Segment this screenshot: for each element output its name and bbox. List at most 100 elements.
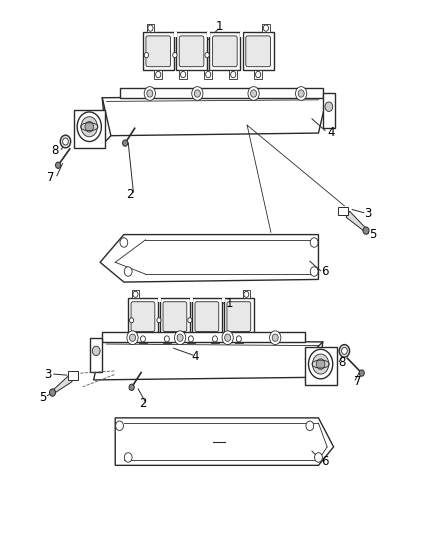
Text: 1: 1 [226, 297, 233, 310]
FancyBboxPatch shape [195, 302, 219, 332]
Circle shape [174, 331, 186, 344]
Bar [147, 24, 154, 33]
Circle shape [272, 334, 278, 342]
Bar [139, 335, 147, 343]
Bar [158, 298, 161, 302]
Polygon shape [102, 333, 305, 342]
FancyBboxPatch shape [179, 36, 204, 67]
Circle shape [310, 266, 318, 276]
Circle shape [155, 71, 161, 78]
Circle shape [77, 112, 101, 141]
Circle shape [180, 71, 186, 78]
Circle shape [255, 71, 261, 78]
Circle shape [296, 87, 307, 100]
Bar [132, 290, 139, 298]
Circle shape [173, 52, 177, 58]
Circle shape [120, 238, 128, 247]
Circle shape [127, 331, 138, 344]
Bar [128, 298, 158, 335]
Bar [209, 33, 240, 70]
FancyBboxPatch shape [212, 36, 237, 67]
Circle shape [49, 389, 56, 396]
Bar [323, 93, 335, 128]
Polygon shape [94, 341, 323, 380]
FancyBboxPatch shape [131, 302, 155, 332]
Text: 4: 4 [328, 125, 335, 139]
Text: 6: 6 [321, 455, 328, 468]
Bar [262, 24, 270, 33]
Circle shape [63, 138, 68, 145]
Circle shape [188, 336, 194, 342]
Bar [174, 33, 177, 37]
Bar [224, 298, 254, 335]
Text: 1: 1 [215, 20, 223, 33]
Bar [230, 70, 237, 79]
Circle shape [147, 90, 153, 97]
Bar [192, 298, 222, 335]
Text: 4: 4 [191, 350, 199, 362]
Text: 2: 2 [127, 188, 134, 201]
Text: 8: 8 [51, 144, 58, 157]
Bar [207, 33, 210, 37]
Circle shape [244, 292, 249, 297]
Circle shape [123, 140, 128, 146]
Circle shape [164, 336, 170, 342]
Bar [154, 70, 162, 79]
Bar [163, 335, 170, 343]
Bar [211, 335, 219, 343]
Circle shape [231, 71, 236, 78]
Bar [179, 70, 187, 79]
Circle shape [225, 334, 231, 342]
Circle shape [270, 331, 281, 344]
Circle shape [85, 122, 94, 132]
Circle shape [144, 87, 155, 100]
Circle shape [130, 318, 134, 323]
Polygon shape [346, 211, 365, 231]
Polygon shape [120, 88, 323, 98]
Circle shape [130, 334, 135, 342]
Bar [90, 338, 102, 372]
Circle shape [306, 421, 314, 431]
Circle shape [310, 238, 318, 247]
Circle shape [308, 349, 333, 379]
FancyBboxPatch shape [146, 36, 170, 67]
Circle shape [56, 162, 61, 168]
Circle shape [177, 334, 183, 342]
Bar [235, 335, 243, 343]
Circle shape [141, 336, 145, 342]
Bar [190, 298, 193, 302]
Circle shape [298, 90, 304, 97]
Bar [160, 298, 190, 335]
Circle shape [314, 453, 322, 462]
Polygon shape [115, 418, 334, 465]
Circle shape [237, 336, 241, 342]
Bar [305, 347, 337, 385]
Circle shape [144, 52, 148, 58]
Bar [143, 33, 174, 70]
Circle shape [188, 318, 192, 323]
Circle shape [60, 135, 71, 148]
Text: 7: 7 [46, 172, 54, 184]
Text: 7: 7 [354, 375, 362, 388]
FancyBboxPatch shape [227, 302, 251, 332]
Circle shape [81, 117, 98, 137]
Circle shape [205, 52, 209, 58]
Circle shape [325, 102, 333, 111]
Circle shape [133, 292, 138, 297]
Circle shape [124, 266, 132, 276]
Circle shape [157, 318, 161, 323]
Circle shape [205, 71, 211, 78]
Circle shape [359, 370, 364, 376]
Circle shape [339, 344, 350, 357]
FancyBboxPatch shape [246, 36, 270, 67]
Bar [204, 70, 212, 79]
Polygon shape [53, 375, 72, 393]
Bar [338, 207, 348, 215]
Text: 5: 5 [39, 391, 46, 404]
Circle shape [312, 354, 329, 374]
Text: 8: 8 [339, 356, 346, 369]
Circle shape [251, 90, 257, 97]
Bar [74, 110, 105, 148]
Bar [67, 372, 78, 380]
Circle shape [194, 90, 201, 97]
